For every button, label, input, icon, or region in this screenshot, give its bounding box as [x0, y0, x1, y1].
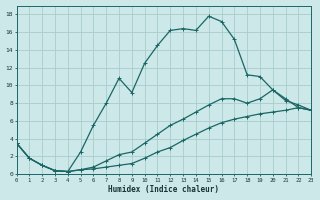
X-axis label: Humidex (Indice chaleur): Humidex (Indice chaleur): [108, 185, 220, 194]
